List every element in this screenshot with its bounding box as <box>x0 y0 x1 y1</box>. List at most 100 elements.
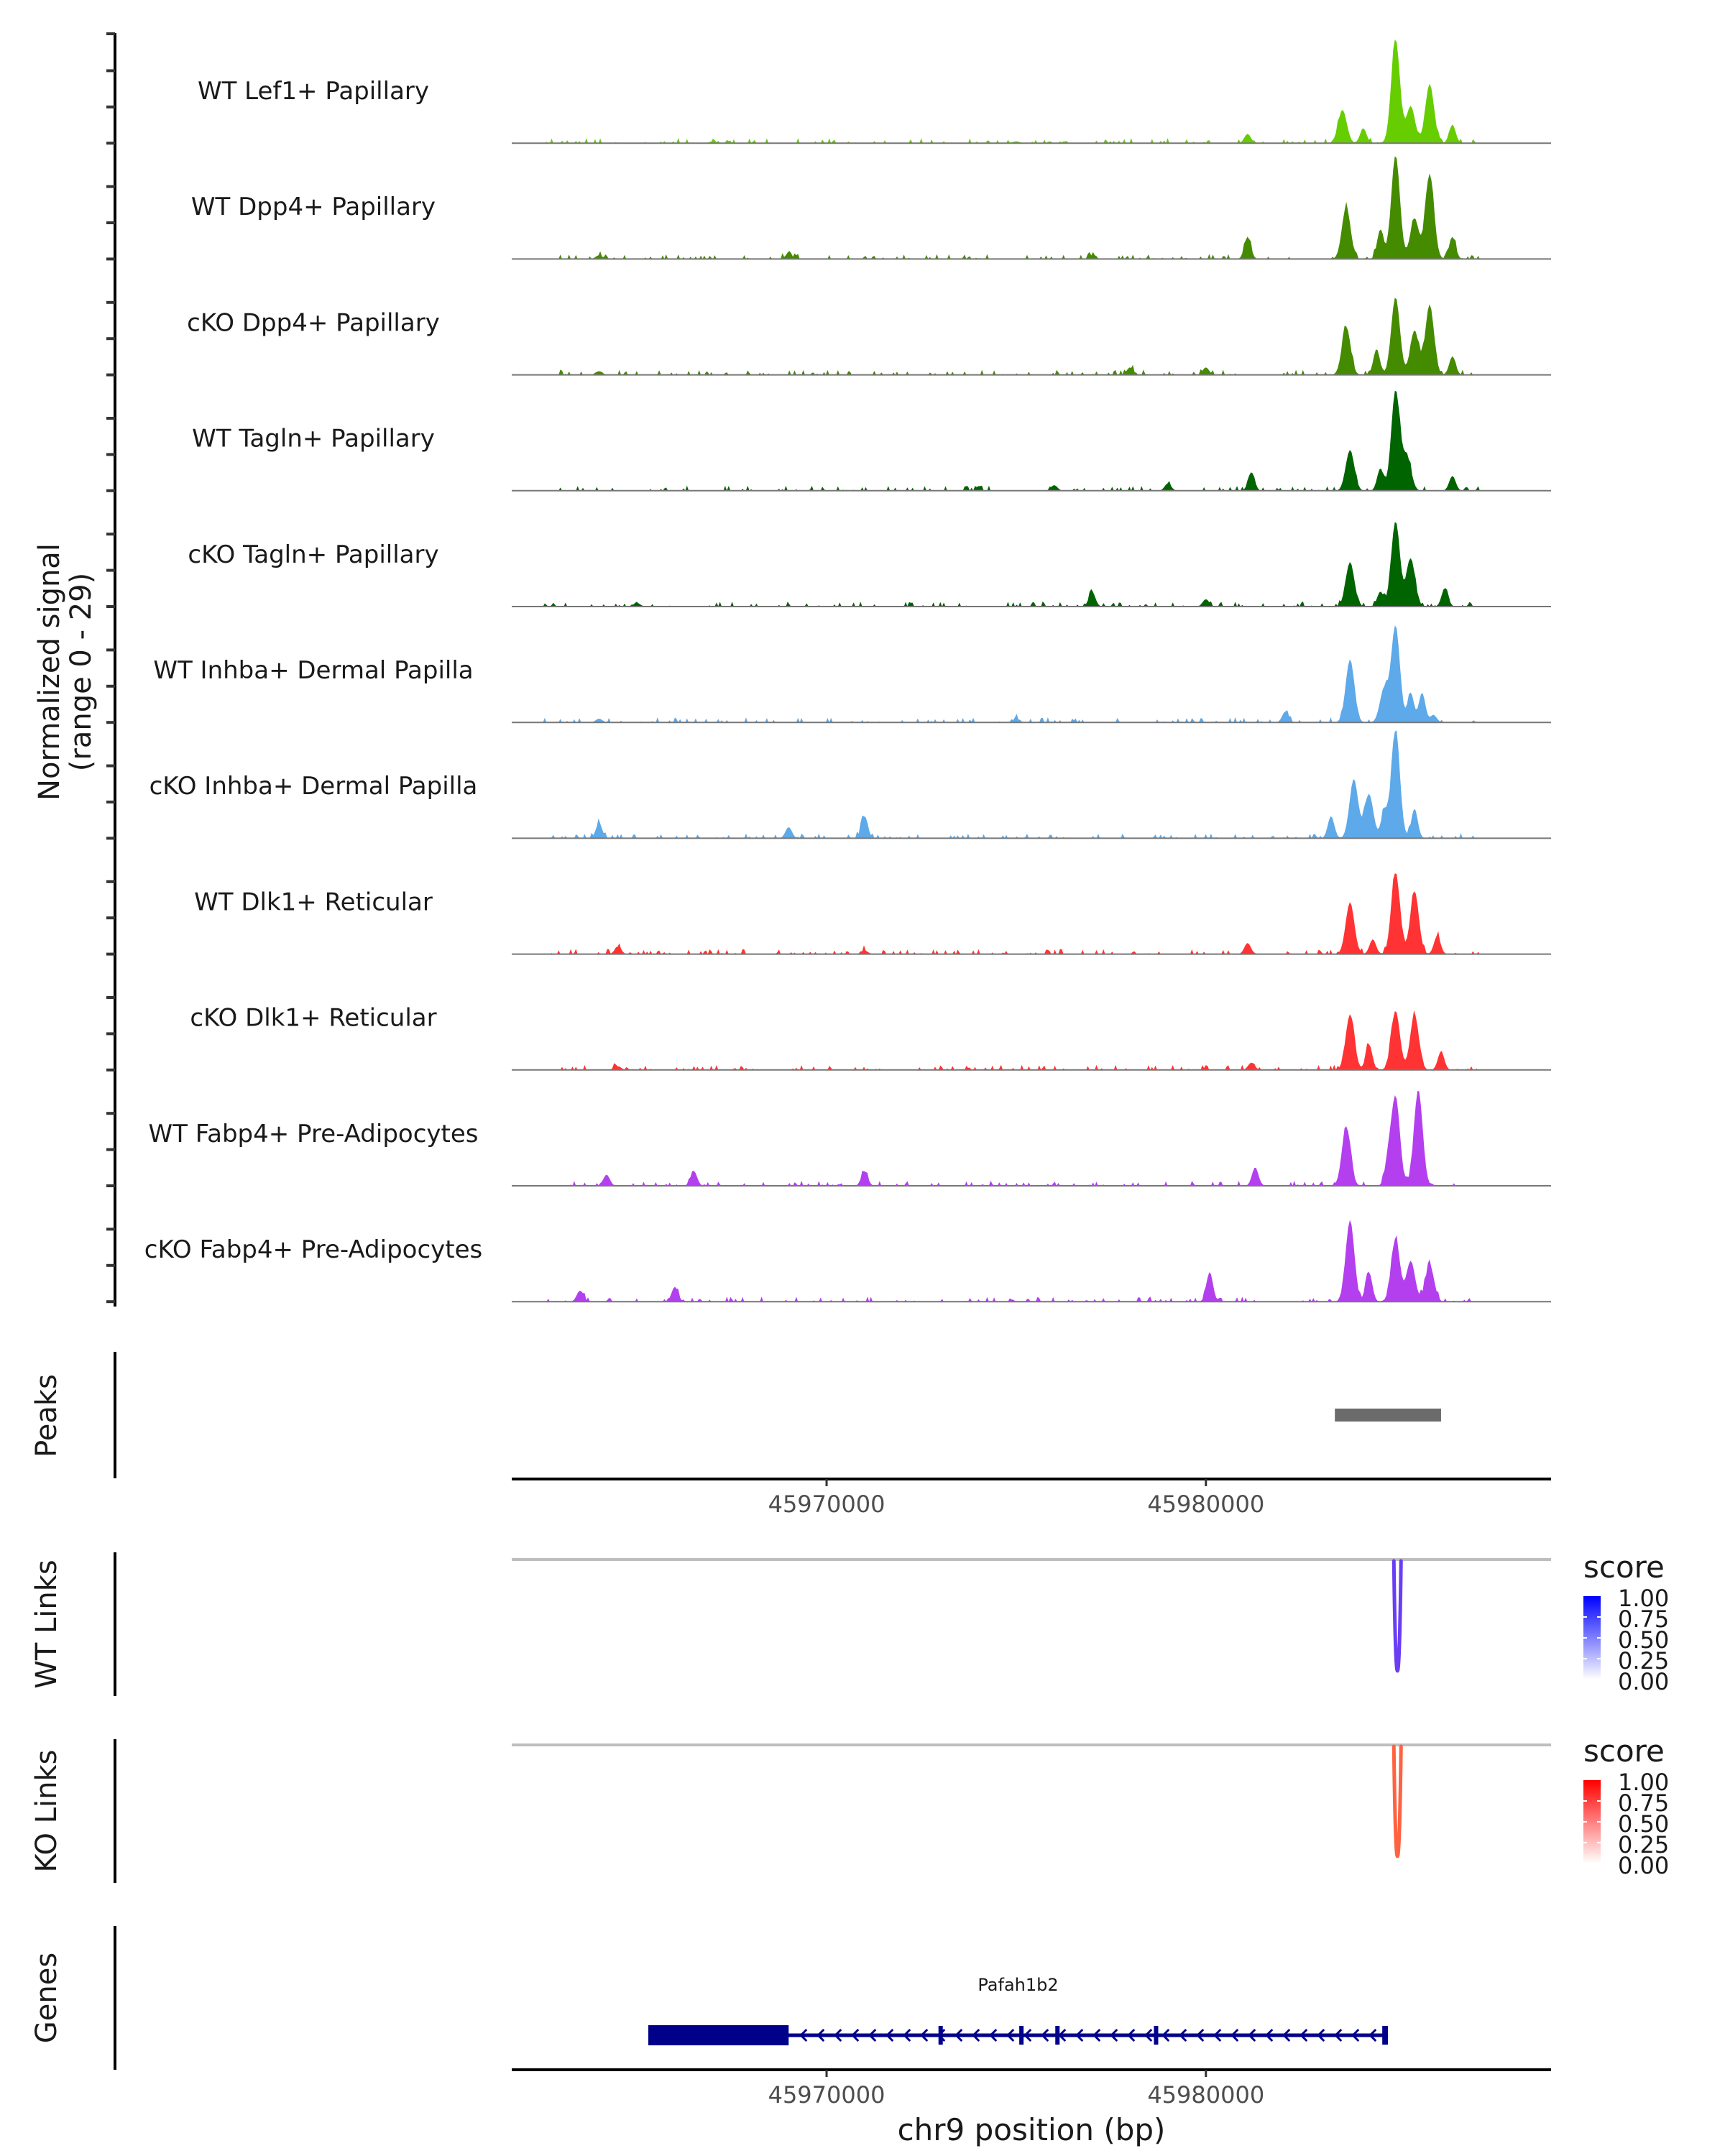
strand-arrow-icon <box>1024 2028 1032 2042</box>
legend-tick-label: 0.25 <box>1618 1831 1669 1858</box>
strand-arrow-icon <box>1144 2028 1153 2042</box>
peaks-track-label: Peaks <box>30 1374 63 1457</box>
coverage-y-ticks <box>106 32 115 1304</box>
wt-links-label: WT Links <box>30 1560 63 1688</box>
track-label: cKO Inhba+ Dermal Papilla <box>150 772 478 801</box>
strand-arrow-icon <box>1300 2028 1308 2042</box>
coverage-ylabel-line1: Normalized signal <box>33 543 66 801</box>
strand-arrow-icon <box>1110 2028 1118 2042</box>
strand-arrow-icon <box>1075 2028 1084 2042</box>
coverage-area <box>512 156 1551 259</box>
coverage-area <box>512 730 1551 839</box>
track-label: WT Tagln+ Papillary <box>192 425 435 453</box>
track-label: WT Lef1+ Papillary <box>198 77 429 106</box>
gene-exon <box>938 2026 943 2045</box>
wt-legend-title: score <box>1583 1549 1665 1585</box>
track-label: cKO Dlk1+ Reticular <box>190 1004 436 1033</box>
coverage-area <box>512 522 1551 607</box>
x-tick-label: 45970000 <box>768 1491 886 1518</box>
gene-name-label: Pafah1b2 <box>978 1975 1058 1995</box>
ko-score-legend: score 1.000.750.500.250.00 <box>1583 1733 1669 1879</box>
coverage-area <box>512 625 1551 723</box>
ko-legend-title: score <box>1583 1733 1665 1769</box>
coverage-area <box>512 873 1551 954</box>
x-tick-label: 45980000 <box>1147 1491 1264 1518</box>
wt-links-track <box>1392 1559 1403 1673</box>
strand-arrow-icon <box>851 2028 860 2042</box>
track-label: WT Inhba+ Dermal Papilla <box>153 656 473 685</box>
strand-arrow-icon <box>799 2028 808 2042</box>
track-label: WT Dlk1+ Reticular <box>194 888 433 916</box>
coverage-ylabel-line2: (range 0 - 29) <box>65 573 98 771</box>
strand-arrow-icon <box>1196 2028 1205 2042</box>
strand-arrow-icon <box>989 2028 998 2042</box>
genes-track <box>648 2025 1389 2045</box>
gene-exon <box>1019 2026 1024 2045</box>
gene-exon <box>1055 2026 1060 2045</box>
x-tick-label: 45970000 <box>768 2081 886 2109</box>
gene-exon <box>1382 2026 1389 2045</box>
strand-arrow-icon <box>1230 2028 1239 2042</box>
strand-arrow-icon <box>1351 2028 1360 2042</box>
genes-track-label: Genes <box>30 1953 63 2043</box>
track-label: WT Fabp4+ Pre-Adipocytes <box>149 1120 479 1148</box>
gene-exon <box>1154 2026 1159 2045</box>
strand-arrow-icon <box>834 2028 842 2042</box>
coverage-ylabel: Normalized signal (range 0 - 29) <box>33 543 98 801</box>
strand-arrow-icon <box>972 2028 980 2042</box>
legend-tick-label: 0.00 <box>1618 1668 1669 1695</box>
legend-tick-label: 1.00 <box>1618 1769 1669 1796</box>
x-axis-title: chr9 position (bp) <box>898 2112 1166 2147</box>
strand-arrow-icon <box>1127 2028 1136 2042</box>
x-ticks-bottom: 45970000 45980000 <box>768 2070 1264 2109</box>
legend-tick-label: 0.75 <box>1618 1789 1669 1817</box>
x-ticks-top: 45970000 45980000 <box>768 1479 1264 1518</box>
x-tick-label: 45980000 <box>1147 2081 1264 2109</box>
track-label: WT Dpp4+ Papillary <box>191 193 436 221</box>
track-label: cKO Dpp4+ Papillary <box>187 308 440 337</box>
strand-arrow-icon <box>1058 2028 1067 2042</box>
legend-tick-label: 0.25 <box>1618 1647 1669 1674</box>
strand-arrow-icon <box>1282 2028 1291 2042</box>
coverage-area <box>512 39 1551 144</box>
coverage-area <box>512 1010 1551 1070</box>
ko-links-label: KO Links <box>30 1750 63 1873</box>
gene-exon <box>648 2025 789 2045</box>
link-arc <box>1392 1744 1403 1858</box>
legend-tick-label: 0.75 <box>1618 1606 1669 1633</box>
strand-arrow-icon <box>903 2028 911 2042</box>
coverage-tracks: WT Lef1+ Papillary WT Dpp4+ Papillary cKO … <box>144 39 1551 1303</box>
track-label: cKO Fabp4+ Pre-Adipocytes <box>144 1235 483 1264</box>
coverage-area <box>512 298 1551 375</box>
peaks-track <box>1335 1409 1441 1422</box>
strand-arrow-icon <box>1213 2028 1222 2042</box>
link-arc <box>1392 1559 1403 1673</box>
legend-tick-label: 0.50 <box>1618 1626 1669 1654</box>
wt-score-legend: score 1.000.750.500.250.00 <box>1583 1549 1669 1695</box>
strand-arrow-icon <box>1006 2028 1015 2042</box>
strand-arrow-icon <box>886 2028 894 2042</box>
strand-arrow-icon <box>1368 2028 1377 2042</box>
coverage-area <box>512 390 1551 491</box>
strand-arrow-icon <box>1248 2028 1256 2042</box>
legend-tick-label: 0.00 <box>1618 1852 1669 1879</box>
strand-arrow-icon <box>1162 2028 1170 2042</box>
strand-arrow-icon <box>1041 2028 1049 2042</box>
coverage-area <box>512 1091 1551 1186</box>
strand-arrow-icon <box>1317 2028 1325 2042</box>
strand-arrow-icon <box>954 2028 963 2042</box>
ko-links-track <box>1392 1744 1403 1858</box>
legend-tick-label: 1.00 <box>1618 1585 1669 1612</box>
legend-tick-label: 0.50 <box>1618 1810 1669 1838</box>
track-label: cKO Tagln+ Papillary <box>188 540 438 569</box>
strand-arrow-icon <box>1334 2028 1343 2042</box>
strand-arrow-icon <box>1179 2028 1187 2042</box>
strand-arrow-icon <box>1265 2028 1274 2042</box>
peak-region <box>1335 1409 1441 1422</box>
strand-arrow-icon <box>1092 2028 1101 2042</box>
strand-arrow-icon <box>920 2028 929 2042</box>
strand-arrow-icon <box>868 2028 877 2042</box>
strand-arrow-icon <box>816 2028 825 2042</box>
coverage-area <box>512 1220 1551 1302</box>
